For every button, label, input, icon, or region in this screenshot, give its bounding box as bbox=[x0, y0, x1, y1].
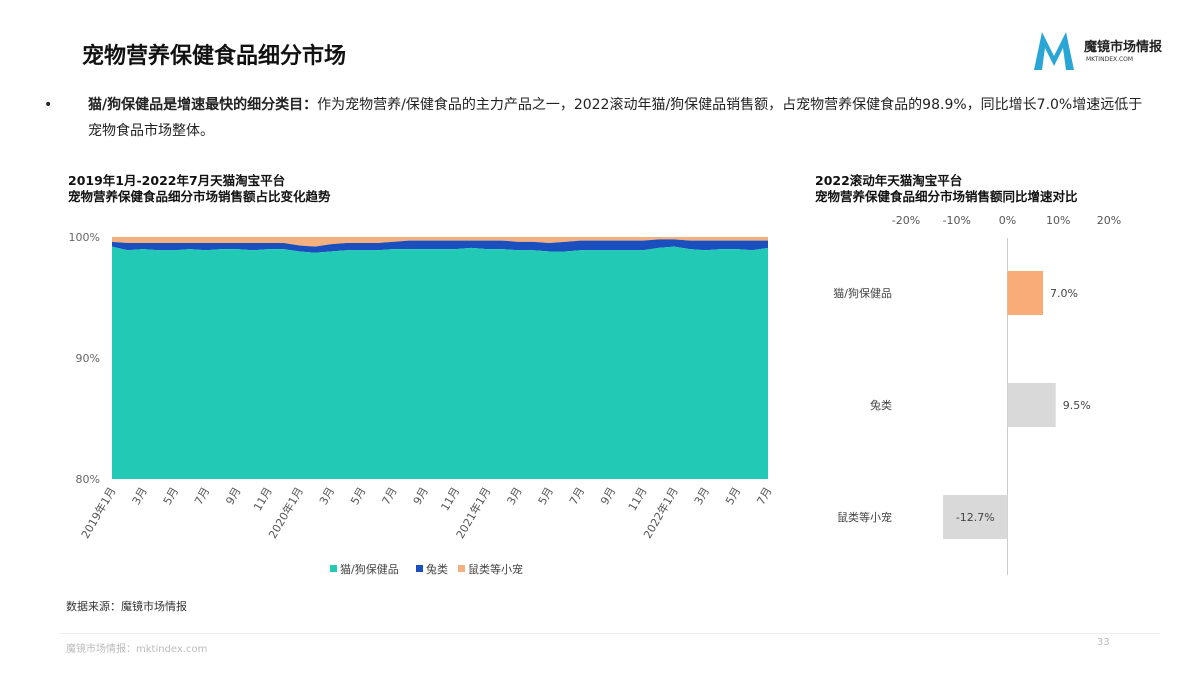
page-number: 33 bbox=[1097, 637, 1110, 648]
bar-chart: -20% -10% 0% 10% 20% 猫/狗保健品 7.0% 兔类 9.5% 鼠类等小宠 -12… bbox=[833, 214, 1121, 575]
y-tick-label: 80% bbox=[76, 473, 100, 486]
area-series bbox=[112, 246, 768, 479]
x-tick-label: 3月 bbox=[317, 485, 337, 507]
x-tick-label: 3月 bbox=[130, 485, 150, 507]
x-tick-label: 3月 bbox=[692, 485, 712, 507]
data-label: -12.7% bbox=[956, 511, 995, 524]
x-tick-label: 11月 bbox=[251, 485, 275, 513]
logo-url: MKTINDEX.COM bbox=[1086, 56, 1134, 63]
x-tick-label: 11月 bbox=[438, 485, 462, 513]
legend-label: 猫/狗保健品 bbox=[340, 562, 399, 576]
x-tick-label: 0% bbox=[999, 214, 1016, 227]
bar-chart-title-line2: 宠物营养保健食品细分市场销售额同比增速对比 bbox=[815, 189, 1078, 204]
area-chart-title-line1: 2019年1月-2022年7月天猫淘宝平台 bbox=[68, 173, 286, 188]
bar bbox=[943, 495, 1008, 539]
bar-chart-title: 2022滚动年天猫淘宝平台 宠物营养保健食品细分市场销售额同比增速对比 bbox=[815, 173, 1078, 205]
x-tick-label: 2019年1月 bbox=[78, 485, 119, 541]
x-tick-label: 9月 bbox=[223, 485, 243, 507]
category-label: 兔类 bbox=[870, 398, 892, 412]
bullet-text: 作为宠物营养/保健食品的主力产品之一，2022滚动年猫/狗保健品销售额，占宠物营… bbox=[88, 97, 1143, 139]
x-tick-label: 3月 bbox=[504, 485, 524, 507]
page-title: 宠物营养保健食品细分市场 bbox=[82, 44, 347, 69]
x-tick-label: 10% bbox=[1046, 214, 1070, 227]
logo: 魔镜市场情报 MKTINDEX.COM bbox=[1030, 28, 1170, 72]
logo-m-icon bbox=[1034, 32, 1074, 70]
summary-bullet: • 猫/狗保健品是增速最快的细分类目：作为宠物营养/保健食品的主力产品之一，20… bbox=[44, 92, 1154, 144]
x-tick-label: 5月 bbox=[348, 485, 368, 507]
logo-name: 魔镜市场情报 bbox=[1084, 40, 1163, 55]
data-label: 9.5% bbox=[1063, 399, 1091, 412]
legend-label: 兔类 bbox=[426, 562, 448, 576]
x-tick-label: 11月 bbox=[626, 485, 650, 513]
x-tick-label: 5月 bbox=[723, 485, 743, 507]
x-tick-label: -20% bbox=[892, 214, 920, 227]
x-tick-label: 9月 bbox=[598, 485, 618, 507]
bar-chart-title-line1: 2022滚动年天猫淘宝平台 bbox=[815, 173, 963, 188]
bar bbox=[1007, 271, 1044, 315]
x-tick-label: 9月 bbox=[411, 485, 431, 507]
x-tick-label: 7月 bbox=[192, 485, 212, 507]
footer-divider bbox=[60, 633, 1160, 634]
area-chart-title-line2: 宠物营养保健食品细分市场销售额占比变化趋势 bbox=[68, 189, 331, 204]
x-tick-label: 5月 bbox=[161, 485, 181, 507]
x-tick-label: 7月 bbox=[567, 485, 587, 507]
y-tick-label: 90% bbox=[76, 352, 100, 365]
data-source: 数据来源：魔镜市场情报 bbox=[66, 600, 187, 613]
area-chart-title: 2019年1月-2022年7月天猫淘宝平台 宠物营养保健食品细分市场销售额占比变… bbox=[68, 173, 331, 205]
x-tick-label: 7月 bbox=[754, 485, 774, 507]
legend-swatch bbox=[416, 565, 423, 572]
x-tick-label: -10% bbox=[943, 214, 971, 227]
footer-text: 魔镜市场情报：mktindex.com bbox=[66, 644, 208, 655]
bullet-dot: • bbox=[44, 97, 53, 113]
data-label: 7.0% bbox=[1050, 287, 1078, 300]
x-tick-label: 7月 bbox=[379, 485, 399, 507]
bar bbox=[1007, 383, 1056, 427]
area-series bbox=[112, 237, 768, 247]
bullet-bold: 猫/狗保健品是增速最快的细分类目： bbox=[88, 97, 318, 113]
y-tick-label: 100% bbox=[69, 231, 100, 244]
x-tick-label: 5月 bbox=[536, 485, 556, 507]
category-label: 猫/狗保健品 bbox=[833, 286, 892, 300]
category-label: 鼠类等小宠 bbox=[837, 510, 892, 524]
legend-swatch bbox=[330, 565, 337, 572]
x-tick-label: 20% bbox=[1097, 214, 1121, 227]
legend-label: 鼠类等小宠 bbox=[468, 562, 523, 576]
area-series bbox=[112, 239, 768, 253]
legend-swatch bbox=[458, 565, 465, 572]
